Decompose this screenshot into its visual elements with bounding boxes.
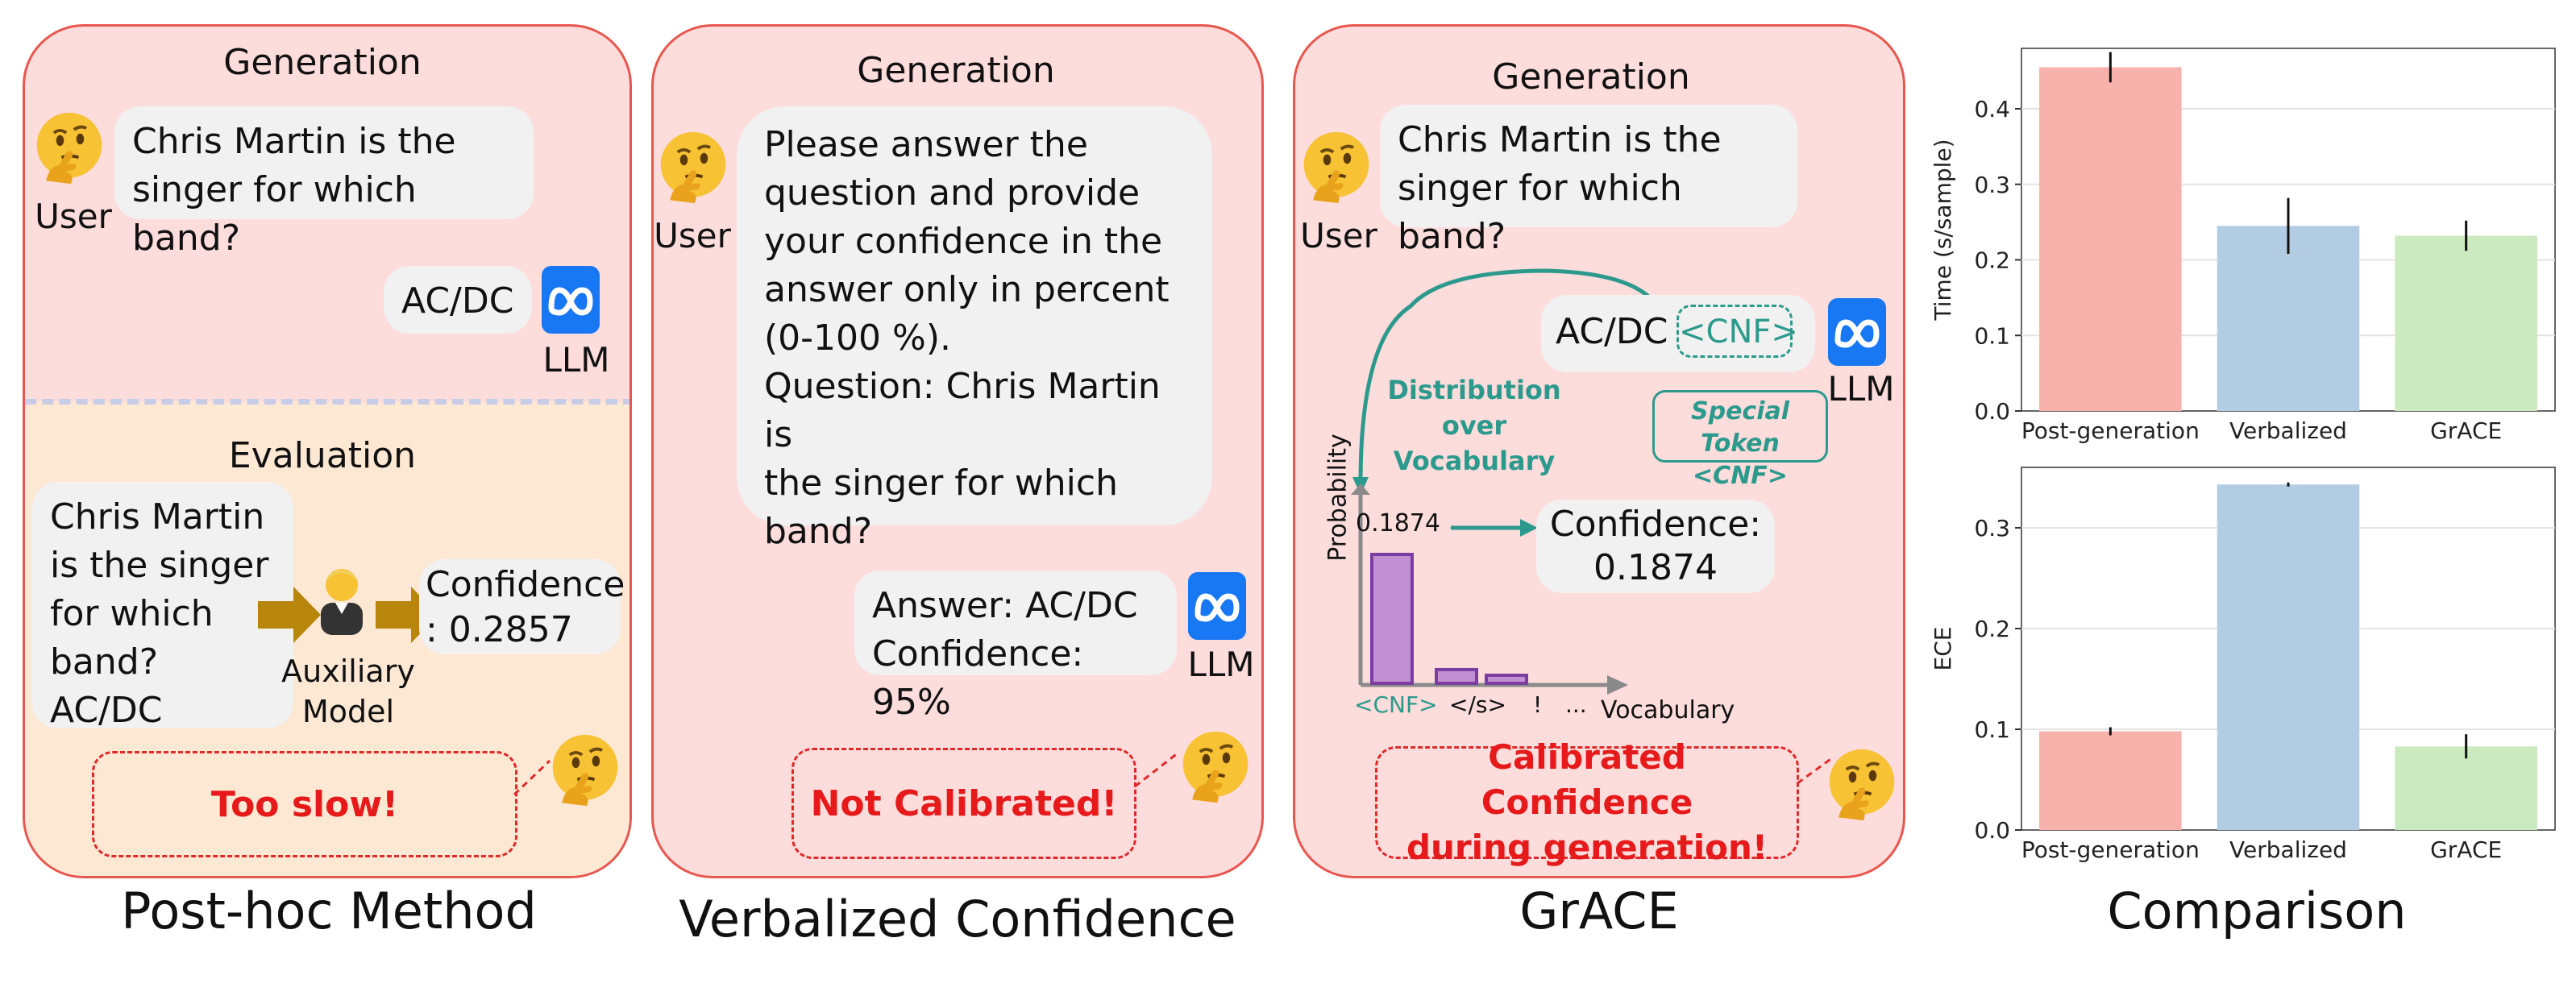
y-tick-label: 0.2 [1974, 247, 2010, 274]
y-tick-label: 0.1 [1974, 716, 2010, 743]
section-divider [25, 399, 629, 405]
bar [2395, 235, 2537, 411]
eval-input-bubble: Chris Martin is the singer for which ban… [32, 482, 293, 731]
y-axis-label: Time (s/sample) [1930, 139, 1956, 321]
x-tick-label: Verbalized [2229, 417, 2347, 444]
auxiliary-model-icon [310, 564, 374, 637]
arrow-right-icon [258, 587, 321, 643]
evaluation-title: Evaluation [228, 435, 417, 476]
generation-title: Generation [1492, 56, 1690, 98]
y-tick-label: 0.4 [1974, 96, 2010, 122]
answer-text: AC/DC [1556, 311, 1668, 352]
x-tick-label: GrACE [2430, 836, 2502, 863]
answer-bubble: Answer: AC/DC Confidence: 95% [854, 571, 1177, 723]
bar [2217, 226, 2360, 411]
post-hoc-caption: Post-hoc Method [121, 882, 537, 940]
bar-label-bang: ! [1533, 691, 1543, 718]
question-bubble: Chris Martin is the singer for which ban… [114, 106, 534, 259]
question-bubble: Chris Martin is the singer for which ban… [1380, 105, 1797, 257]
thinking-face-icon [1823, 746, 1901, 824]
y-tick-label: 0.1 [1974, 322, 2010, 349]
generation-title: Generation [223, 42, 422, 83]
thinking-face-icon [654, 129, 732, 206]
x-tick-label: GrACE [2430, 417, 2502, 444]
vocab-distribution-chart [1351, 483, 1628, 695]
llm-label: LLM [1187, 645, 1255, 684]
bar-label-eos: </s> [1449, 691, 1506, 718]
x-tick-label: Post-generation [2021, 836, 2200, 863]
thinking-face-icon [1298, 129, 1375, 206]
arrow-right-icon [1451, 519, 1538, 537]
vocab-bar [1370, 553, 1414, 685]
confidence-bubble: Confidence : 0.2857 [419, 559, 625, 654]
too-slow-callout: Too slow! [92, 751, 517, 857]
y-tick-label: 0.3 [1974, 172, 2010, 198]
thinking-face-icon [546, 732, 624, 809]
not-calibrated-callout: Not Calibrated! [791, 748, 1136, 859]
user-label: User [35, 197, 112, 236]
callout-tail [1797, 756, 1834, 785]
y-axis-label: ECE [1930, 627, 1956, 671]
y-tick-label: 0.3 [1974, 515, 2010, 542]
generation-title: Generation [857, 50, 1055, 91]
user-label: User [1300, 216, 1377, 255]
y-tick-label: 0.0 [1974, 398, 2010, 425]
cnf-token: <CNF> [1676, 305, 1798, 358]
bar [2395, 746, 2537, 830]
bar-label-cnf: <CNF> [1354, 691, 1438, 718]
y-tick-label: 0.0 [1974, 817, 2010, 844]
calibrated-callout: Calibrated Confidence during generation! [1375, 737, 1799, 867]
bar-label-ellipsis: ... [1565, 691, 1587, 718]
llm-label: LLM [542, 340, 610, 380]
distribution-label: Distribution over Vocabulary [1387, 375, 1561, 476]
llm-label: LLM [1827, 369, 1895, 409]
vocab-bar [1435, 667, 1478, 685]
prob-value-label: 0.1874 [1356, 509, 1440, 537]
callout-tail [1134, 751, 1179, 788]
bar [2217, 484, 2360, 830]
y-tick-label: 0.2 [1974, 616, 2010, 642]
grace-caption: GrACE [1519, 882, 1679, 940]
verbalized-caption: Verbalized Confidence [679, 890, 1236, 948]
bar [2039, 67, 2182, 411]
thinking-face-icon [31, 110, 108, 187]
callout-tail [513, 759, 551, 796]
prompt-bubble: Please answer the question and provide y… [737, 106, 1212, 552]
answer-bubble: AC/DC [384, 266, 532, 334]
vocabulary-axis-label: Vocabulary [1601, 696, 1735, 724]
special-token-label: Special Token <CNF> [1652, 390, 1828, 490]
comparison-caption: Comparison [2107, 882, 2407, 940]
x-tick-label: Verbalized [2229, 836, 2347, 863]
vocab-bar [1485, 674, 1528, 685]
meta-logo-icon [1828, 298, 1886, 366]
bar [2039, 731, 2182, 830]
meta-logo-icon [542, 266, 600, 334]
user-label: User [654, 216, 731, 255]
ece-bar-chart: 0.0 0.1 0.2 0.3 Post-generation Verbalized GrA… [1930, 467, 2556, 863]
thinking-face-icon [1177, 728, 1254, 806]
time-bar-chart: 0.0 0.1 0.2 0.3 0.4 Post-generation Verbalized… [1930, 48, 2556, 444]
meta-logo-icon [1188, 572, 1246, 640]
x-tick-label: Post-generation [2021, 417, 2200, 444]
confidence-bubble: Confidence: 0.1874 [1536, 500, 1775, 593]
auxiliary-model-label: Auxiliary Model [281, 654, 415, 729]
